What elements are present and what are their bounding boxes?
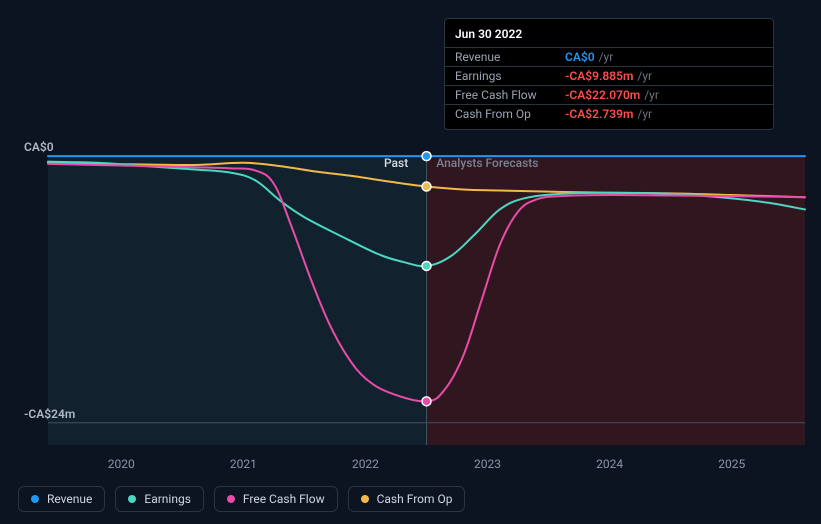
legend-item[interactable]: Free Cash Flow [214, 486, 338, 512]
x-axis-label: 2024 [596, 457, 623, 471]
tooltip-row: Earnings-CA$9.885m/yr [445, 67, 773, 86]
x-axis-label: 2022 [352, 457, 379, 471]
tooltip-row-label: Earnings [455, 69, 565, 83]
tooltip-row-value: -CA$2.739m [565, 107, 633, 121]
legend-dot-icon [361, 495, 369, 503]
y-axis-label: CA$0 [24, 140, 54, 154]
chart-legend: Revenue Earnings Free Cash Flow Cash From O… [18, 486, 465, 512]
legend-label: Earnings [144, 492, 191, 506]
tooltip-row-label: Free Cash Flow [455, 88, 565, 102]
tooltip-row-value: -CA$9.885m [565, 69, 633, 83]
tooltip-row: Free Cash Flow-CA$22.070m/yr [445, 86, 773, 105]
legend-dot-icon [31, 495, 39, 503]
y-axis-label: -CA$24m [24, 407, 75, 421]
x-axis-label: 2021 [230, 457, 257, 471]
tooltip-row-label: Cash From Op [455, 107, 565, 121]
x-axis-label: 2023 [474, 457, 501, 471]
tooltip-row-value: -CA$22.070m [565, 88, 640, 102]
tooltip-row-value: CA$0 [565, 50, 595, 64]
legend-item[interactable]: Earnings [115, 486, 204, 512]
legend-item[interactable]: Cash From Op [348, 486, 466, 512]
legend-item[interactable]: Revenue [18, 486, 105, 512]
x-axis-label: 2020 [108, 457, 135, 471]
tooltip-row-suffix: /yr [599, 50, 614, 64]
tooltip-row-suffix: /yr [637, 69, 652, 83]
legend-label: Revenue [47, 492, 92, 506]
tooltip-row-label: Revenue [455, 50, 565, 64]
section-label: Analysts Forecasts [436, 156, 538, 170]
x-axis-label: 2025 [718, 457, 745, 471]
financial-chart: CA$0 -CA$24m 2020 2021 2022 2023 2024 2025 Pas… [0, 0, 821, 524]
legend-label: Free Cash Flow [243, 492, 325, 506]
tooltip-row-suffix: /yr [637, 107, 652, 121]
tooltip-date: Jun 30 2022 [445, 25, 773, 48]
legend-dot-icon [227, 495, 235, 503]
legend-label: Cash From Op [377, 492, 453, 506]
tooltip-row: Cash From Op-CA$2.739m/yr [445, 105, 773, 123]
chart-tooltip: Jun 30 2022 RevenueCA$0/yrEarnings-CA$9.… [444, 18, 774, 130]
section-label: Past [384, 156, 408, 170]
tooltip-row: RevenueCA$0/yr [445, 48, 773, 67]
tooltip-row-suffix: /yr [644, 88, 659, 102]
legend-dot-icon [128, 495, 136, 503]
